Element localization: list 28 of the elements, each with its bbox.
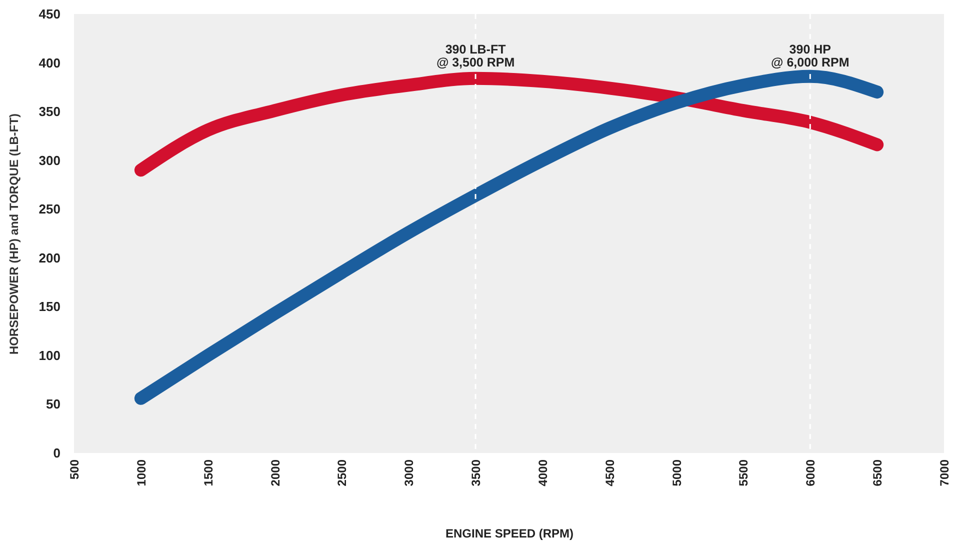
x-tick-label: 5000 (670, 459, 684, 486)
y-tick-label: 50 (46, 396, 60, 412)
x-axis-title: ENGINE SPEED (RPM) (445, 526, 574, 540)
x-tick-label: 3500 (469, 459, 484, 486)
y-tick-label: 450 (38, 6, 60, 22)
annotation: 390 LB-FT @ 3,500 RPM (436, 42, 515, 70)
x-tick-label: 2500 (335, 459, 350, 486)
y-tick-label: 400 (38, 55, 60, 70)
y-axis-title: HORSEPOWER (HP) and TORQUE (LB-FT) (6, 113, 21, 355)
y-tick-label: 150 (38, 299, 60, 314)
y-tick-label: 200 (38, 250, 60, 266)
x-tick-label: 1500 (201, 459, 216, 486)
y-tick-label: 100 (38, 348, 60, 363)
x-tick-label: 4500 (602, 459, 617, 486)
x-tick-label: 5500 (736, 459, 751, 486)
x-tick-label: 4000 (536, 459, 550, 486)
x-tick-label: 6000 (804, 459, 818, 486)
annotation: 390 HP @ 6,000 RPM (771, 42, 850, 70)
x-tick-label: 6500 (870, 459, 885, 486)
y-tick-label: 350 (38, 104, 60, 120)
x-tick-label: 7000 (938, 459, 952, 486)
y-tick-label: 300 (38, 152, 60, 168)
x-tick-label: 2000 (268, 459, 282, 486)
x-tick-label: 3000 (402, 459, 416, 486)
x-tick-label: 500 (68, 459, 82, 480)
y-tick-label: 250 (38, 202, 60, 217)
x-tick-label: 1000 (134, 459, 148, 486)
y-tick-label: 0 (53, 446, 60, 460)
